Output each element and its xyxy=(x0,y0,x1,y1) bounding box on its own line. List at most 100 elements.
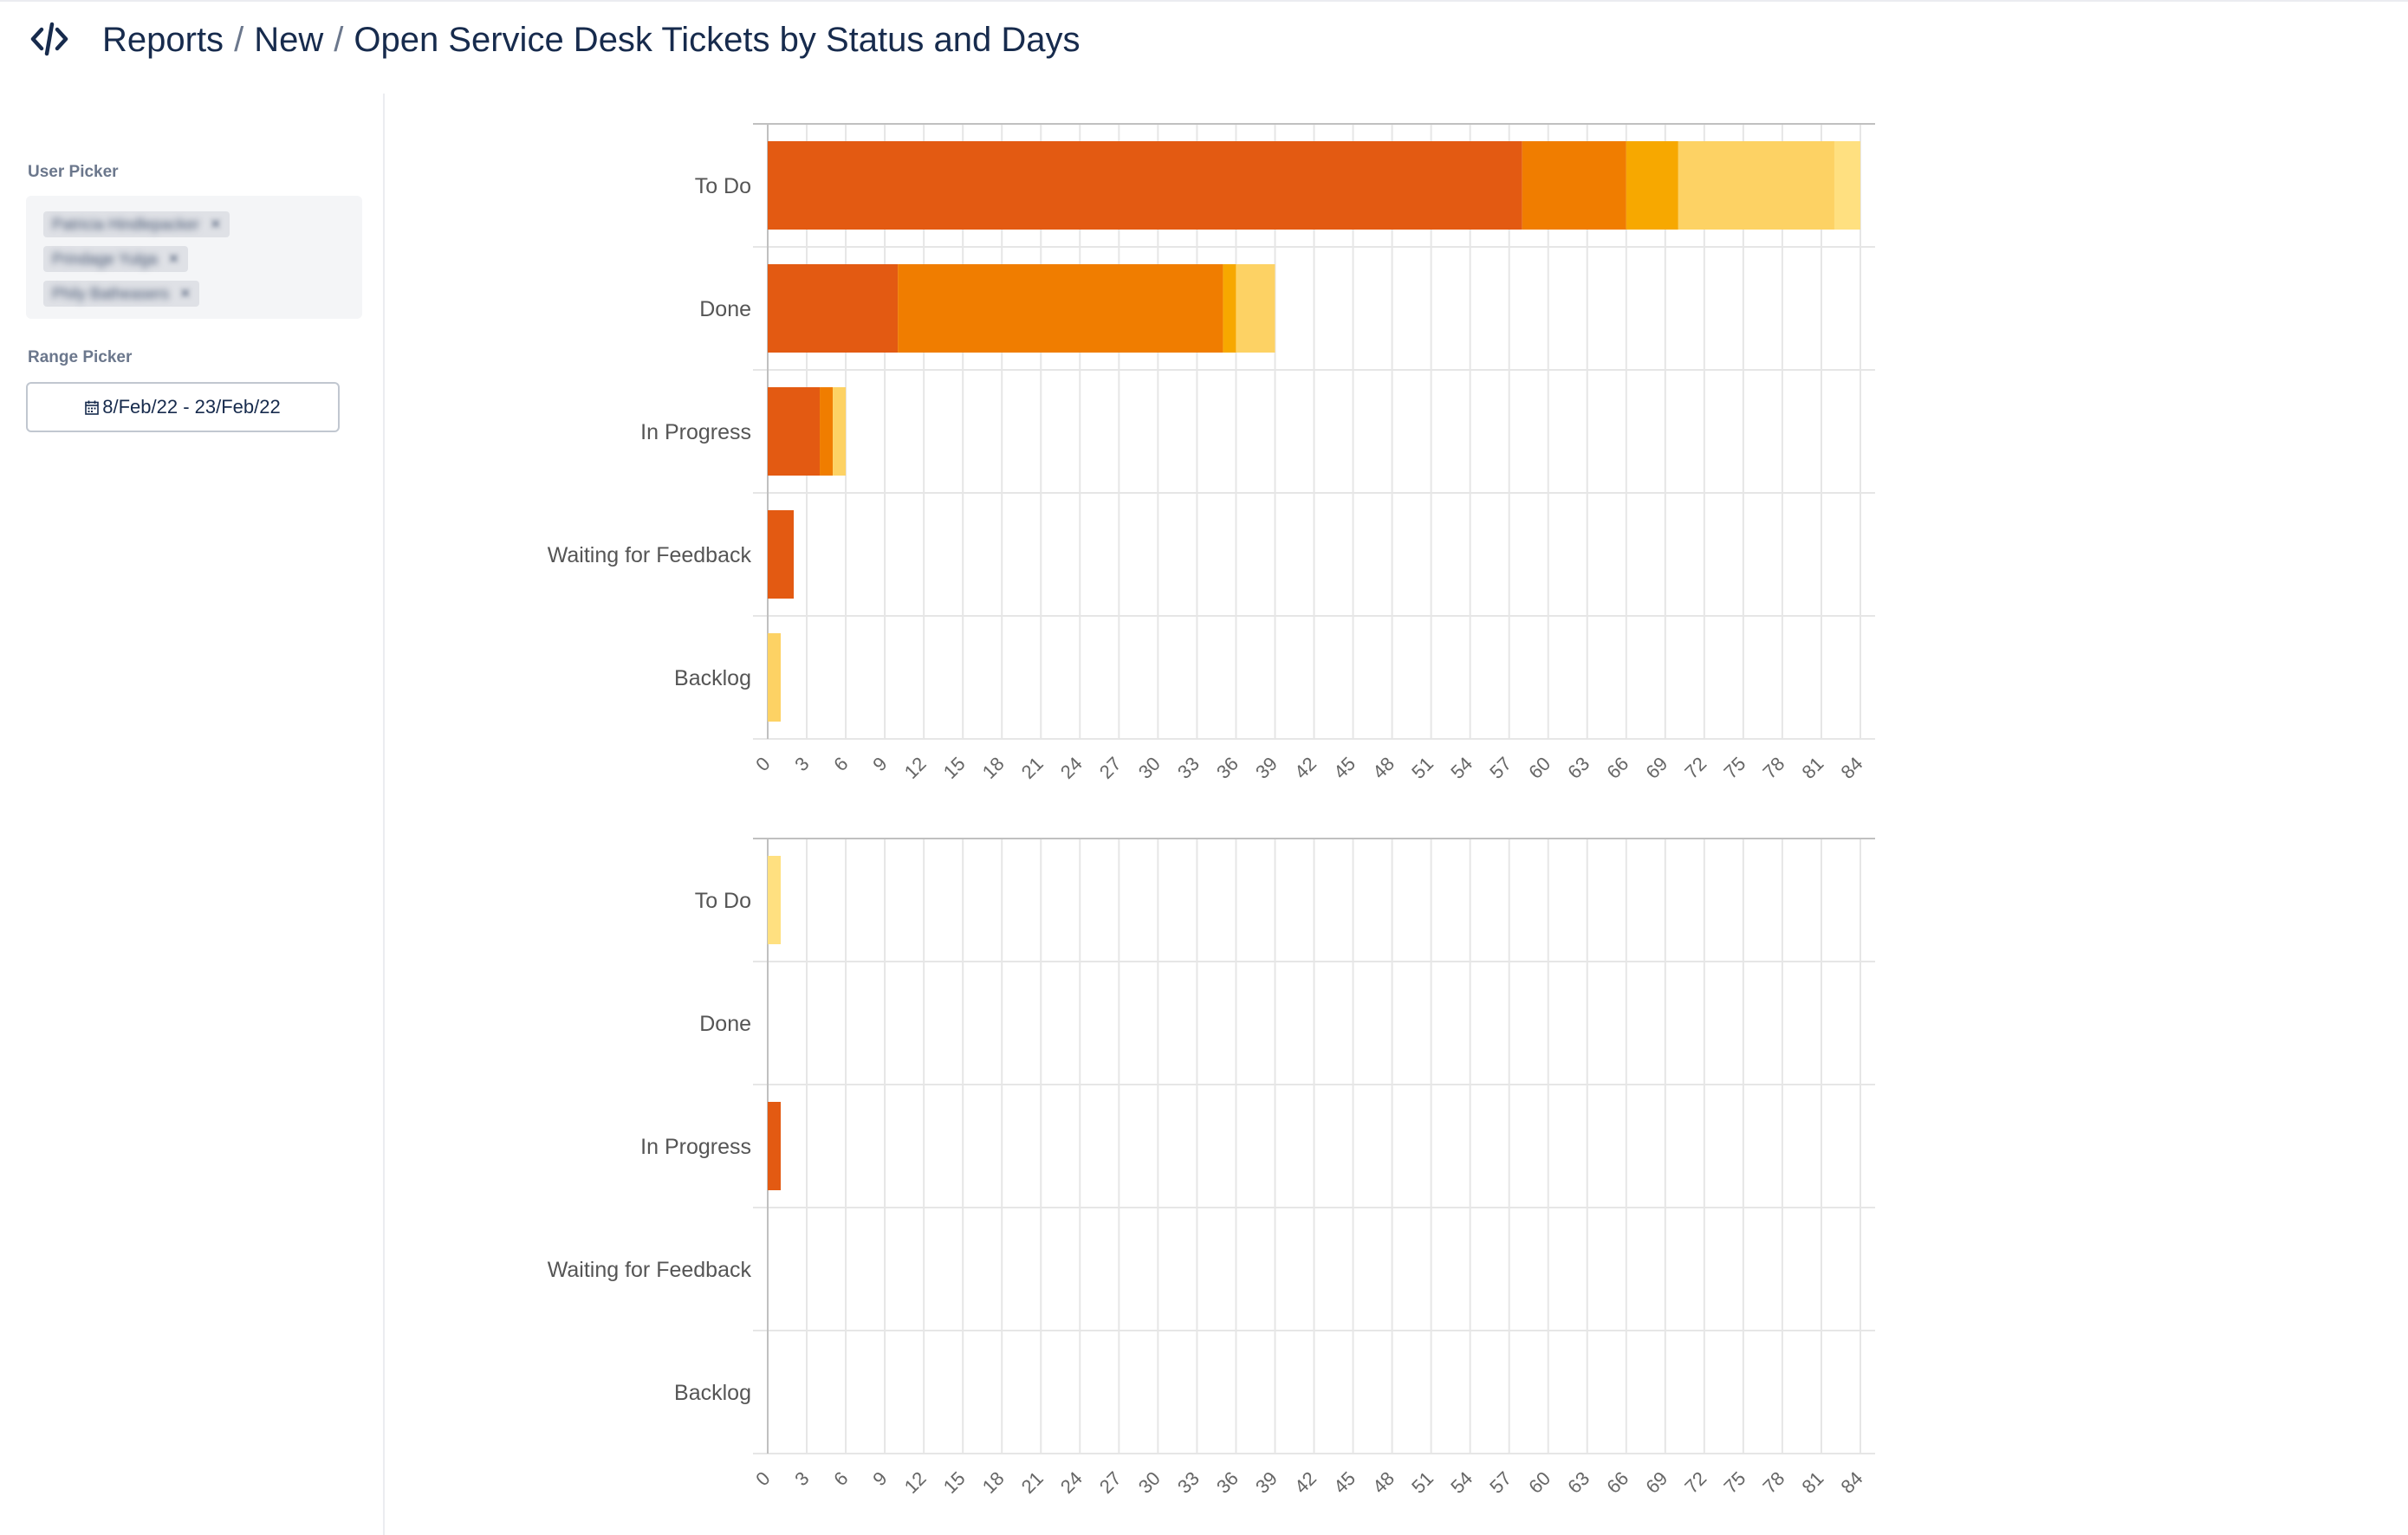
breadcrumb: Reports / New / Open Service Desk Tickets by… xyxy=(102,17,1081,62)
x-tick-label: 69 xyxy=(1641,1467,1671,1498)
bar-segment xyxy=(1236,264,1275,353)
category-label: Done xyxy=(699,1012,751,1036)
x-tick-label: 48 xyxy=(1368,753,1399,783)
user-chip-name: Prindage Yulga xyxy=(52,249,158,268)
x-tick-label: 15 xyxy=(939,753,970,783)
category-label: Waiting for Feedback xyxy=(548,543,752,567)
bar-segment xyxy=(768,387,821,476)
x-tick-label: 24 xyxy=(1056,1467,1087,1498)
x-tick-label: 3 xyxy=(790,753,813,775)
category-label: Backlog xyxy=(674,666,751,690)
x-tick-label: 75 xyxy=(1719,1467,1749,1498)
code-brackets-icon[interactable] xyxy=(29,19,69,59)
x-tick-label: 39 xyxy=(1251,1467,1282,1498)
category-label: In Progress xyxy=(640,420,751,444)
x-tick-label: 45 xyxy=(1329,1467,1360,1498)
breadcrumb-new[interactable]: New xyxy=(254,21,324,59)
bar-chart: 0 3 6 9 12 15 18 21 24 27 30 33 36 39 42 45 48 51 54 57 60 63… xyxy=(548,123,1875,783)
x-tick-label: 12 xyxy=(900,753,931,783)
bar-segment xyxy=(768,141,1522,230)
bar-segment xyxy=(898,264,1223,353)
x-tick-label: 15 xyxy=(939,1467,970,1498)
x-tick-label: 78 xyxy=(1758,753,1788,783)
bar-segment xyxy=(1522,141,1626,230)
user-chip: Patricia Hindlepacker ✕ xyxy=(43,211,230,237)
x-tick-label: 60 xyxy=(1524,1467,1554,1498)
range-picker-label: Range Picker xyxy=(28,348,133,366)
x-tick-label: 60 xyxy=(1524,753,1554,783)
bar-segment xyxy=(768,633,782,722)
user-chip-name: Phily Batheasers xyxy=(52,284,170,302)
x-tick-label: 42 xyxy=(1290,1467,1321,1498)
bar-segment xyxy=(1834,141,1860,230)
remove-user-icon[interactable]: ✕ xyxy=(210,217,222,232)
bar-segment xyxy=(768,264,899,353)
x-tick-label: 27 xyxy=(1095,753,1126,783)
x-tick-label: 18 xyxy=(978,753,1009,783)
bar-segment xyxy=(833,387,847,476)
x-tick-label: 57 xyxy=(1485,753,1516,783)
x-tick-label: 81 xyxy=(1798,753,1828,783)
remove-user-icon[interactable]: ✕ xyxy=(167,252,180,267)
breadcrumb-separator: / xyxy=(234,21,244,59)
x-tick-label: 66 xyxy=(1602,1467,1632,1498)
bar-segment xyxy=(1626,141,1678,230)
x-tick-label: 66 xyxy=(1602,753,1632,783)
user-picker[interactable]: Patricia Hindlepacker ✕ Prindage Yulga ✕… xyxy=(26,196,362,319)
x-tick-label: 81 xyxy=(1798,1467,1828,1498)
x-tick-label: 24 xyxy=(1056,753,1087,783)
bar-segment xyxy=(1678,141,1834,230)
x-tick-label: 63 xyxy=(1563,753,1593,783)
x-tick-label: 54 xyxy=(1446,753,1477,783)
x-tick-label: 30 xyxy=(1134,753,1165,783)
x-tick-label: 36 xyxy=(1212,1467,1243,1498)
category-label: Backlog xyxy=(674,1381,751,1405)
x-tick-label: 72 xyxy=(1680,1467,1710,1498)
x-tick-label: 0 xyxy=(751,753,774,775)
x-tick-label: 30 xyxy=(1134,1467,1165,1498)
breadcrumb-reports[interactable]: Reports xyxy=(102,21,224,59)
user-picker-label: User Picker xyxy=(28,163,119,181)
x-tick-label: 9 xyxy=(868,1467,891,1490)
x-tick-label: 18 xyxy=(978,1467,1009,1498)
x-tick-label: 39 xyxy=(1251,753,1282,783)
bar-segment xyxy=(820,387,834,476)
x-tick-label: 42 xyxy=(1290,753,1321,783)
x-tick-label: 0 xyxy=(751,1467,774,1490)
x-tick-label: 33 xyxy=(1173,1467,1204,1498)
x-tick-label: 84 xyxy=(1837,1467,1867,1498)
x-tick-label: 6 xyxy=(829,1467,852,1490)
page-title: Open Service Desk Tickets by Status and … xyxy=(354,21,1081,59)
calendar-icon xyxy=(85,400,100,415)
bar-segment xyxy=(768,510,795,599)
x-tick-label: 48 xyxy=(1368,1467,1399,1498)
user-chip-name: Patricia Hindlepacker xyxy=(52,215,200,233)
category-label: In Progress xyxy=(640,1135,751,1159)
category-label: To Do xyxy=(695,889,751,913)
user-chip: Prindage Yulga ✕ xyxy=(43,246,189,272)
user-chip: Phily Batheasers ✕ xyxy=(43,281,200,307)
x-tick-label: 75 xyxy=(1719,753,1749,783)
range-picker-value: 8/Feb/22 - 23/Feb/22 xyxy=(102,396,281,418)
x-tick-label: 69 xyxy=(1641,753,1671,783)
x-tick-label: 72 xyxy=(1680,753,1710,783)
status-days-chart-1: 0 3 6 9 12 15 18 21 24 27 30 33 36 39 42 45 48 51 54 57 60 63… xyxy=(485,113,1875,806)
remove-user-icon[interactable]: ✕ xyxy=(179,287,191,301)
x-tick-label: 57 xyxy=(1485,1467,1516,1498)
bar-segment xyxy=(1223,264,1236,353)
bar-segment xyxy=(768,856,782,944)
x-tick-label: 12 xyxy=(900,1467,931,1498)
x-tick-label: 36 xyxy=(1212,753,1243,783)
top-border xyxy=(0,0,2408,2)
x-tick-label: 45 xyxy=(1329,753,1360,783)
x-tick-label: 63 xyxy=(1563,1467,1593,1498)
filter-sidebar: User Picker Patricia Hindlepacker ✕ Prin… xyxy=(0,94,385,1535)
breadcrumb-separator: / xyxy=(334,21,344,59)
x-tick-label: 21 xyxy=(1017,753,1048,783)
bar-chart: 0 3 6 9 12 15 18 21 24 27 30 33 36 39 42 45 48 51 54 57 60 63… xyxy=(548,838,1875,1498)
x-tick-label: 54 xyxy=(1446,1467,1477,1498)
x-tick-label: 6 xyxy=(829,753,852,775)
category-label: Done xyxy=(699,297,751,321)
status-days-chart-2: 0 3 6 9 12 15 18 21 24 27 30 33 36 39 42 45 48 51 54 57 60 63… xyxy=(485,827,1875,1520)
range-picker-button[interactable]: 8/Feb/22 - 23/Feb/22 xyxy=(26,382,340,432)
